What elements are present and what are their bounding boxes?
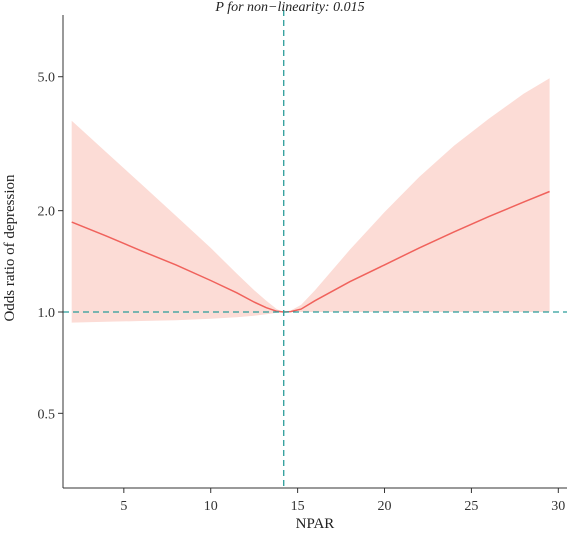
nonlinearity-annotation: P for non−linearity: 0.015 — [214, 0, 364, 15]
plot-area — [63, 10, 567, 488]
x-tick-label: 20 — [378, 499, 392, 514]
y-axis-ticks: 0.5 1.0 2.0 5.0 — [38, 71, 63, 422]
x-axis-title: NPAR — [296, 516, 335, 532]
y-axis-title: Odds ratio of depression — [2, 174, 18, 322]
x-tick-label: 30 — [551, 499, 565, 514]
y-tick-label: 5.0 — [38, 71, 56, 86]
y-tick-label: 1.0 — [38, 306, 56, 321]
confidence-band — [71, 78, 550, 323]
x-tick-label: 10 — [204, 499, 218, 514]
x-tick-label: 15 — [291, 499, 305, 514]
x-tick-label: 5 — [120, 499, 127, 514]
x-axis-ticks: 5 10 15 20 25 30 — [120, 488, 565, 514]
x-tick-label: 25 — [464, 499, 478, 514]
y-tick-label: 0.5 — [38, 407, 56, 422]
y-tick-label: 2.0 — [38, 205, 56, 220]
